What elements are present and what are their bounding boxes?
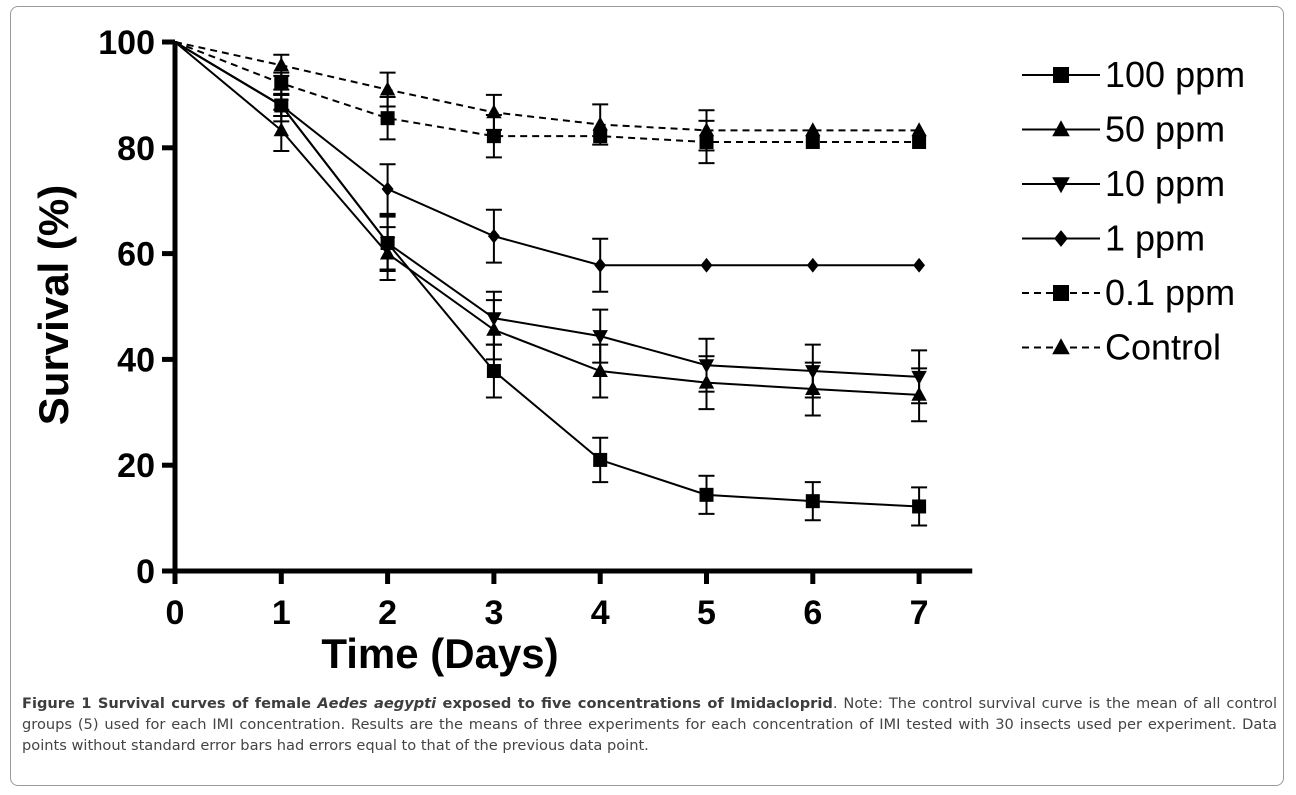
series-line [174, 41, 920, 378]
data-point [381, 181, 394, 197]
axes [172, 41, 973, 574]
data-point [380, 111, 395, 126]
data-point [805, 122, 821, 137]
data-point [912, 134, 927, 149]
data-point [379, 237, 396, 252]
legend-marker [1053, 67, 1069, 83]
data-point [273, 122, 289, 137]
y-axis-title: Survival (%) [30, 185, 77, 425]
data-point [592, 116, 608, 131]
legend-entry: 1 ppm [1022, 218, 1205, 259]
data-point [487, 228, 500, 244]
data-point [486, 312, 502, 327]
data-point [592, 330, 608, 345]
legend-entry: 50 ppm [1022, 109, 1225, 150]
data-point [805, 494, 820, 509]
data-point [486, 104, 502, 119]
caption-lead: Figure 1 Survival curves of female Aedes… [22, 695, 833, 712]
legend-entry: Control [1022, 327, 1221, 368]
y-tick-label: 40 [117, 341, 155, 379]
data-point [699, 487, 714, 502]
data-point [912, 499, 927, 514]
x-tick-label: 0 [166, 594, 185, 632]
data-point [698, 122, 715, 137]
data-point [592, 362, 608, 377]
caption-body: . Note: The control survival curve is th… [22, 695, 1278, 754]
legend-marker [1052, 177, 1070, 194]
legend-marker [1054, 230, 1068, 247]
series-6 [174, 41, 927, 152]
axis-ticks: 0 20 40 60 80 100 0 1 2 3 4 5 6 7 [98, 24, 928, 632]
legend-label: 1 ppm [1105, 218, 1205, 259]
x-tick-label: 4 [591, 594, 610, 632]
x-tick-label: 2 [378, 594, 397, 632]
x-tick-label: 5 [697, 594, 716, 632]
data-point [594, 257, 607, 273]
y-tick-label: 0 [136, 553, 155, 591]
legend-entry: 0.1 ppm [1022, 272, 1235, 313]
series-4 [174, 41, 926, 293]
data-point [274, 76, 289, 91]
data-point [275, 98, 288, 113]
data-point [486, 129, 501, 144]
data-point [911, 122, 927, 137]
y-tick-label: 100 [98, 24, 155, 62]
series-line [174, 41, 920, 132]
data-point [806, 257, 819, 273]
data-point [805, 134, 820, 149]
survival-chart: Survival (%) Time (Days) 0 20 40 60 80 100 0 1 2… [30, 24, 1245, 677]
x-tick-label: 1 [272, 594, 291, 632]
legend-label: 0.1 ppm [1105, 272, 1235, 313]
data-point [805, 365, 821, 380]
y-tick-label: 20 [117, 447, 155, 485]
x-tick-label: 6 [803, 594, 822, 632]
series-line [174, 41, 920, 267]
x-axis-title: Time (Days) [321, 630, 558, 677]
data-point [593, 452, 608, 467]
figure-caption: Figure 1 Survival curves of female Aedes… [22, 693, 1277, 756]
legend: 100 ppm 50 ppm 10 ppm 1 ppm 0.1 ppm Control [1022, 54, 1245, 368]
figure-frame [10, 6, 1284, 786]
data-point [698, 359, 715, 374]
legend-marker [1052, 338, 1070, 355]
data-point [486, 364, 501, 379]
series-3 [174, 41, 928, 405]
legend-label: 100 ppm [1105, 54, 1245, 95]
legend-label: 10 ppm [1105, 163, 1225, 204]
caption-species: Aedes aegypti [317, 695, 437, 712]
y-tick-label: 80 [117, 130, 155, 168]
x-tick-label: 7 [910, 594, 929, 632]
legend-label: 50 ppm [1105, 109, 1225, 150]
legend-label: Control [1105, 327, 1221, 368]
legend-entry: 100 ppm [1022, 54, 1245, 95]
series-line [174, 41, 920, 396]
data-point [379, 81, 396, 96]
x-tick-label: 3 [484, 594, 503, 632]
data-point [913, 257, 926, 273]
legend-marker [1053, 285, 1069, 301]
plot-area [174, 41, 928, 527]
legend-marker [1052, 120, 1070, 137]
data-point [273, 57, 289, 72]
legend-entry: 10 ppm [1022, 163, 1225, 204]
series-line [174, 41, 920, 143]
y-tick-label: 60 [117, 236, 155, 274]
data-point [911, 370, 927, 385]
data-point [700, 257, 713, 273]
